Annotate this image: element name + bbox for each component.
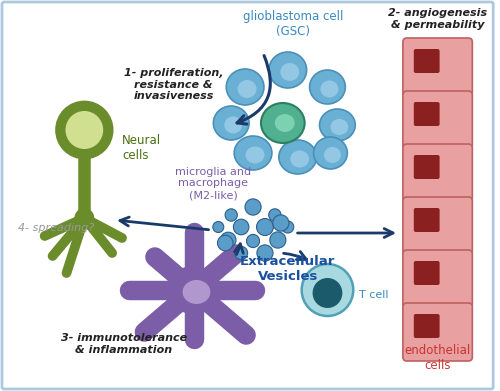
Circle shape bbox=[246, 235, 260, 248]
Circle shape bbox=[282, 221, 294, 233]
Circle shape bbox=[234, 219, 249, 235]
Circle shape bbox=[234, 246, 248, 260]
Circle shape bbox=[302, 264, 354, 316]
Circle shape bbox=[312, 278, 342, 308]
Text: 1- proliferation,
resistance &
invasiveness: 1- proliferation, resistance & invasiven… bbox=[124, 68, 224, 101]
Ellipse shape bbox=[320, 81, 338, 97]
Ellipse shape bbox=[314, 137, 348, 169]
FancyBboxPatch shape bbox=[403, 197, 472, 255]
FancyBboxPatch shape bbox=[403, 38, 472, 96]
FancyBboxPatch shape bbox=[403, 91, 472, 149]
Ellipse shape bbox=[320, 109, 356, 141]
FancyBboxPatch shape bbox=[414, 102, 440, 126]
Ellipse shape bbox=[226, 69, 264, 105]
Circle shape bbox=[256, 219, 274, 235]
Text: T cell: T cell bbox=[359, 290, 388, 300]
Ellipse shape bbox=[310, 70, 346, 104]
Text: Extracellular
Vesicles: Extracellular Vesicles bbox=[240, 255, 336, 283]
Circle shape bbox=[218, 235, 233, 251]
Text: Neural
cells: Neural cells bbox=[122, 134, 161, 162]
Ellipse shape bbox=[238, 80, 256, 98]
Ellipse shape bbox=[246, 147, 264, 163]
FancyBboxPatch shape bbox=[414, 261, 440, 285]
Text: microglia and
macrophage
(M2-like): microglia and macrophage (M2-like) bbox=[176, 167, 252, 200]
Circle shape bbox=[74, 208, 94, 228]
Ellipse shape bbox=[330, 119, 348, 135]
Circle shape bbox=[272, 215, 289, 231]
Text: 3- immunotolerance
& inflammation: 3- immunotolerance & inflammation bbox=[61, 334, 187, 355]
Text: endothelial
cells: endothelial cells bbox=[404, 344, 470, 372]
Circle shape bbox=[220, 232, 236, 248]
Circle shape bbox=[56, 102, 112, 158]
FancyBboxPatch shape bbox=[403, 250, 472, 308]
Ellipse shape bbox=[224, 117, 242, 133]
Text: glioblastoma cell
(GSC): glioblastoma cell (GSC) bbox=[242, 10, 343, 38]
FancyBboxPatch shape bbox=[403, 303, 472, 361]
Ellipse shape bbox=[166, 266, 221, 314]
Ellipse shape bbox=[214, 106, 249, 140]
Ellipse shape bbox=[182, 280, 210, 304]
Circle shape bbox=[270, 232, 286, 248]
Ellipse shape bbox=[324, 147, 341, 163]
Text: 2- angiogenesis
& permeability: 2- angiogenesis & permeability bbox=[388, 8, 487, 30]
Circle shape bbox=[66, 111, 103, 149]
Ellipse shape bbox=[261, 103, 304, 143]
Ellipse shape bbox=[279, 140, 316, 174]
Ellipse shape bbox=[275, 114, 294, 132]
Ellipse shape bbox=[280, 63, 299, 81]
Circle shape bbox=[213, 221, 224, 233]
FancyBboxPatch shape bbox=[403, 144, 472, 202]
FancyBboxPatch shape bbox=[414, 208, 440, 232]
Ellipse shape bbox=[234, 136, 272, 170]
Text: 4- spreading?: 4- spreading? bbox=[18, 223, 94, 233]
FancyBboxPatch shape bbox=[414, 155, 440, 179]
Ellipse shape bbox=[290, 151, 309, 167]
Circle shape bbox=[257, 245, 273, 261]
Ellipse shape bbox=[269, 52, 306, 88]
FancyBboxPatch shape bbox=[414, 314, 440, 338]
FancyBboxPatch shape bbox=[2, 2, 493, 389]
Circle shape bbox=[268, 209, 281, 221]
Circle shape bbox=[245, 199, 261, 215]
FancyBboxPatch shape bbox=[414, 49, 440, 73]
Circle shape bbox=[225, 209, 237, 221]
